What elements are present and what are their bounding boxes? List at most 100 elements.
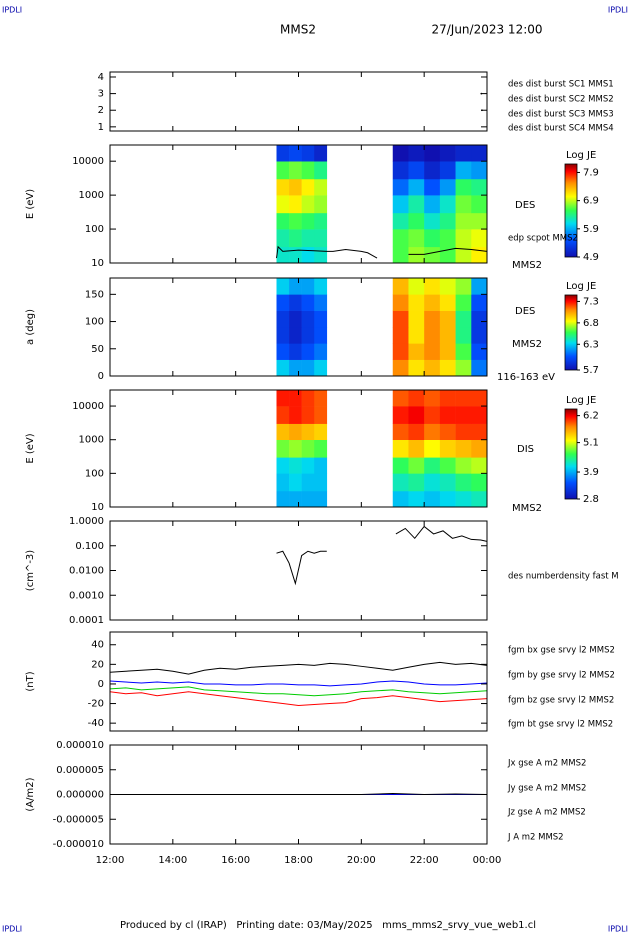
y-tick-label: 0.100 <box>75 541 104 552</box>
colorbar-tick-label: 3.9 <box>583 467 599 478</box>
spectrogram-cell <box>301 406 315 424</box>
spectrogram-cell <box>455 145 472 162</box>
panel-annotation: DES <box>515 200 535 211</box>
y-tick-label: 150 <box>85 289 104 300</box>
spectrogram-cell <box>289 423 302 441</box>
spectrogram-cell <box>471 327 488 344</box>
spectrogram-cell <box>455 359 472 377</box>
spectrogram-cell <box>471 178 488 196</box>
spectrogram-cell <box>314 490 328 508</box>
spectrogram-cell <box>301 310 315 328</box>
spectrogram-cell <box>408 406 425 424</box>
spectrogram-cell <box>314 473 328 492</box>
y-tick-label: 40 <box>91 640 104 651</box>
colorbar <box>564 163 578 258</box>
spectrogram-cell <box>455 278 472 295</box>
spectrogram-cell <box>392 490 409 508</box>
corner-label: IPDLI <box>608 925 628 934</box>
spectrogram-cell <box>408 229 425 248</box>
spectrogram-cell <box>424 161 441 180</box>
spectrogram-cell <box>301 229 315 248</box>
colorbar-tick-label: 5.9 <box>583 224 599 235</box>
spectrogram-cell <box>276 310 290 328</box>
spectrogram-cell <box>301 327 315 344</box>
spectrogram-cell <box>392 359 409 377</box>
x-tick-label: 20:00 <box>347 855 376 866</box>
y-axis-label: (nT) <box>25 671 36 691</box>
colorbar-title: Log JE <box>566 281 596 292</box>
spectrogram-cell <box>424 327 441 344</box>
spectrogram-cell <box>439 439 456 458</box>
spectrogram-cell <box>424 310 441 328</box>
spectrogram-cell <box>471 457 488 474</box>
spectrogram-cell <box>424 406 441 424</box>
spectrogram-cell <box>471 195 488 214</box>
legend-entry: des dist burst SC3 MMS3 <box>508 110 614 120</box>
spectrogram-cell <box>301 390 315 407</box>
spectrogram-cell <box>276 423 290 441</box>
spectrogram-cell <box>408 178 425 196</box>
spectrogram-cell <box>301 423 315 441</box>
spectrogram-cell <box>471 439 488 458</box>
spectrogram-cell <box>471 490 488 508</box>
spectrogram-cell <box>408 327 425 344</box>
colorbar-tick-label: 6.8 <box>583 318 599 329</box>
spectrogram-cell <box>289 310 302 328</box>
spectrogram-cell <box>455 229 472 248</box>
y-tick-label: 0.0010 <box>69 590 104 601</box>
spectrogram-cell <box>455 473 472 492</box>
spectrogram-cell <box>471 359 488 377</box>
spectrogram-cell <box>408 390 425 407</box>
spectrogram-cell <box>455 390 472 407</box>
spectrogram-cell <box>439 310 456 328</box>
spectrogram-cell <box>392 294 409 311</box>
spectrogram-cell <box>301 343 315 360</box>
series-line <box>109 680 488 687</box>
legend-entry: fgm bt gse srvy l2 MMS2 <box>508 720 613 730</box>
colorbar-tick-label: 2.8 <box>583 494 599 505</box>
spectrogram-cell <box>289 178 302 196</box>
y-tick-label: 1 <box>98 122 104 133</box>
spectrogram-cell <box>314 212 328 230</box>
corner-label: IPDLI <box>608 6 628 15</box>
spectrogram-cell <box>408 212 425 230</box>
y-tick-label: 50 <box>91 344 104 355</box>
spectrogram-cell <box>314 327 328 344</box>
colorbar-tick-label: 6.9 <box>583 196 599 207</box>
spectrogram-cell <box>455 490 472 508</box>
spectrogram-cell <box>314 310 328 328</box>
legend-entry: fgm by gse srvy l2 MMS2 <box>508 671 615 681</box>
series-line <box>109 686 488 697</box>
spectrogram-cell <box>471 246 488 264</box>
spectrogram-cell <box>408 490 425 508</box>
series-line <box>110 793 488 796</box>
spectrogram-cell <box>455 457 472 474</box>
colorbar <box>564 294 578 371</box>
spectrogram-cell <box>301 246 315 264</box>
x-tick-label: 18:00 <box>284 855 313 866</box>
y-tick-label: 3 <box>98 89 104 100</box>
spectrogram-cell <box>276 359 290 377</box>
y-tick-label: 0.000000 <box>56 790 104 801</box>
y-tick-label: 0.000010 <box>56 740 104 751</box>
y-axis-label: (cm^-3) <box>25 550 36 591</box>
spectrogram-cell <box>392 390 409 407</box>
y-tick-label: 0.0100 <box>69 566 104 577</box>
spectrogram-cell <box>408 161 425 180</box>
legend-entry: des numberdensity fast M <box>508 572 619 582</box>
y-tick-label: 4 <box>98 72 104 83</box>
y-tick-label: 10 <box>91 258 104 269</box>
spectrogram-cell <box>276 246 290 264</box>
spectrogram-cell <box>424 195 441 214</box>
spectrogram-cell <box>314 359 328 377</box>
spectrogram-cell <box>301 473 315 492</box>
spectrogram-cell <box>276 439 290 458</box>
panel-annotation: DIS <box>517 444 534 455</box>
corner-label: IPDLI <box>2 925 22 934</box>
y-tick-label: 20 <box>91 659 104 670</box>
spectrogram-cell <box>392 406 409 424</box>
spectrogram-cell <box>439 423 456 441</box>
spectrogram-cell <box>276 406 290 424</box>
spectrogram-cell <box>408 278 425 295</box>
spectrogram-cell <box>314 343 328 360</box>
